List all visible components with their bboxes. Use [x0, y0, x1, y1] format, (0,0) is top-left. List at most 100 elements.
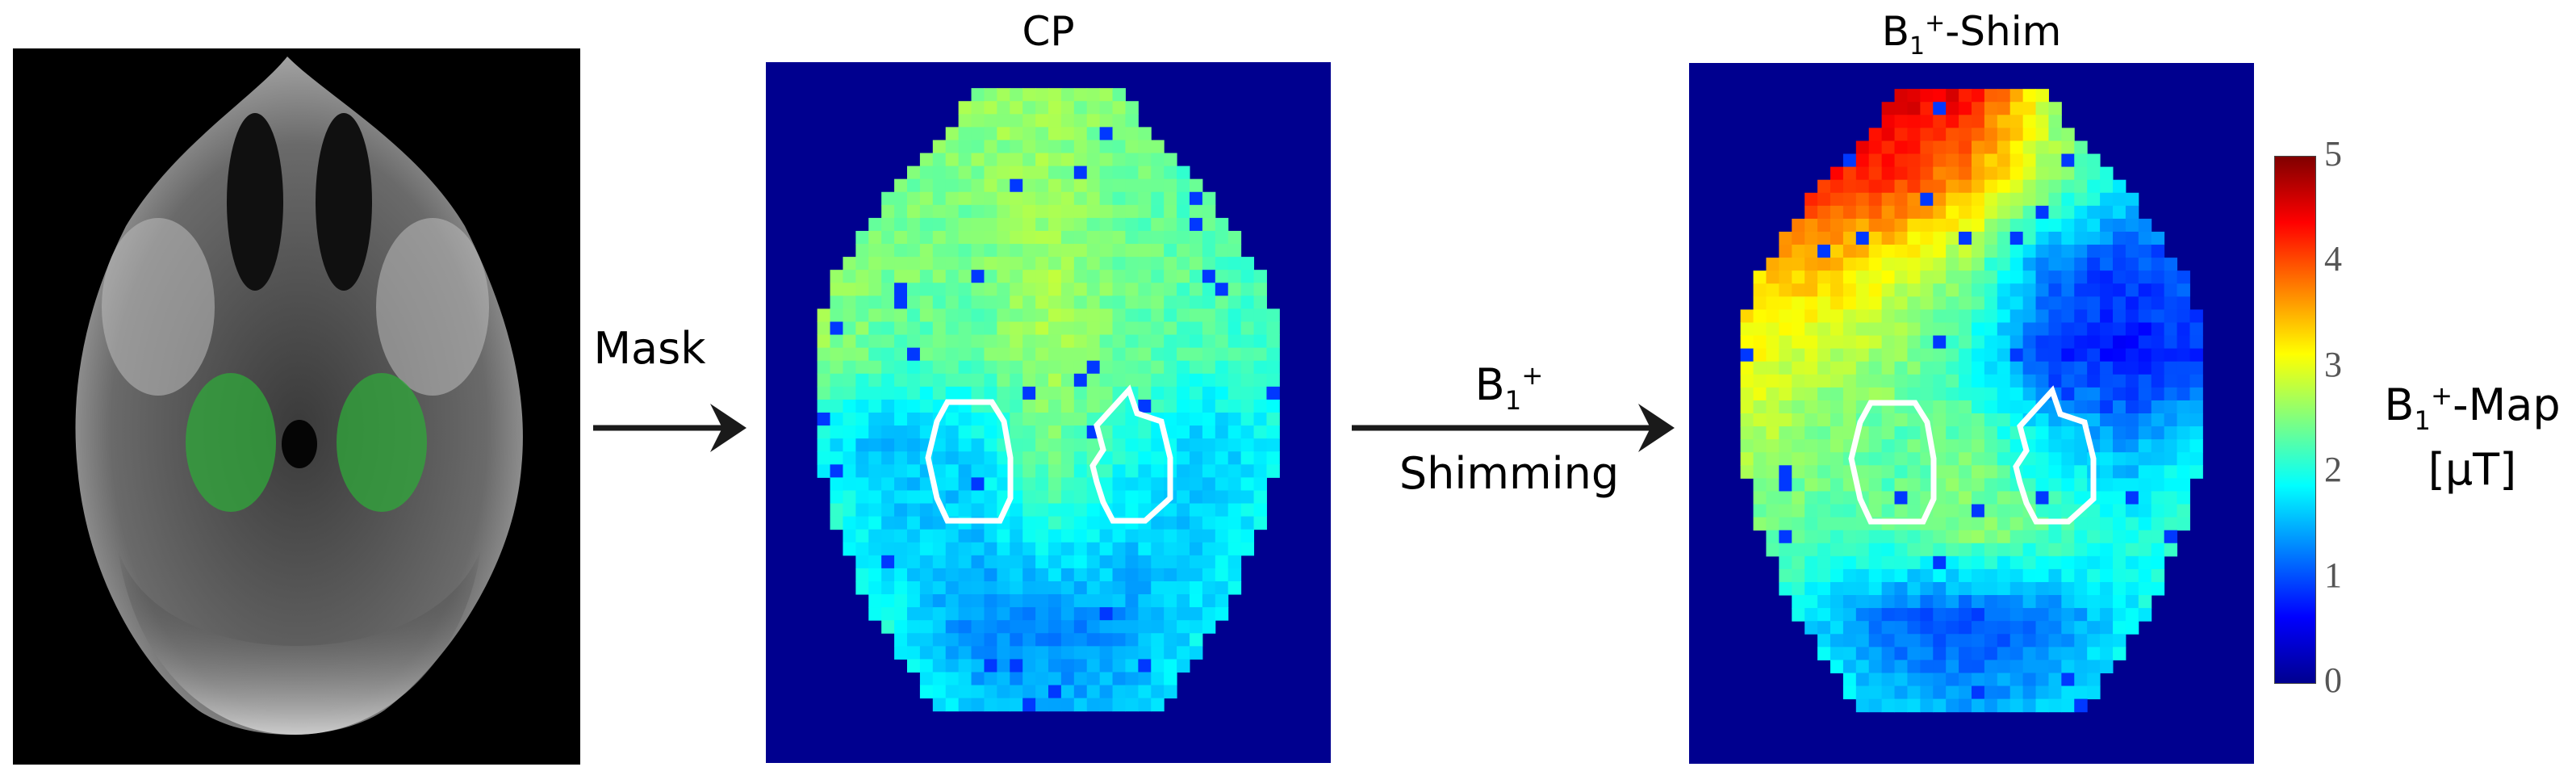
- heatmap-cell: [1073, 166, 1088, 180]
- heatmap-cell: [1048, 283, 1062, 296]
- heatmap-cell: [2138, 245, 2152, 258]
- heatmap-cell: [1266, 334, 1280, 349]
- heatmap-cell: [2100, 581, 2114, 596]
- heatmap-cell: [1817, 608, 1831, 622]
- heatmap-cell: [1266, 360, 1280, 375]
- heatmap-cell: [1984, 361, 1998, 375]
- heatmap-cell: [1984, 374, 1998, 388]
- heatmap-cell: [2113, 621, 2126, 635]
- heatmap-cell: [1855, 245, 1870, 258]
- heatmap-cell: [1035, 140, 1049, 154]
- heatmap-cell: [2113, 608, 2126, 622]
- heatmap-cell: [1240, 503, 1255, 518]
- heatmap-cell: [881, 451, 895, 465]
- heatmap-cell: [1792, 517, 1805, 531]
- heatmap-cell: [1855, 335, 1870, 350]
- heatmap-cell: [1868, 387, 1883, 401]
- heatmap-cell: [868, 257, 882, 270]
- heatmap-cell: [1099, 373, 1114, 388]
- heatmap-cell: [1112, 373, 1126, 388]
- heatmap-cell: [1086, 646, 1101, 660]
- heatmap-cell: [1868, 491, 1883, 505]
- heatmap-cell: [2100, 595, 2114, 609]
- heatmap-cell: [997, 659, 1010, 673]
- heatmap-cell: [843, 451, 856, 465]
- heatmap-cell: [958, 166, 972, 180]
- heatmap-cell: [843, 321, 856, 336]
- heatmap-cell: [1177, 321, 1190, 336]
- heatmap-cell: [1112, 204, 1126, 219]
- heatmap-cell: [1842, 426, 1857, 440]
- heatmap-cell: [1010, 88, 1023, 102]
- heatmap-cell: [2164, 400, 2178, 414]
- heatmap-cell: [1151, 672, 1165, 686]
- heatmap-cell: [1073, 685, 1088, 699]
- heatmap-cell: [2048, 335, 2062, 350]
- heatmap-cell: [1060, 244, 1075, 258]
- heatmap-cell: [1112, 659, 1126, 673]
- heatmap-cell: [907, 360, 921, 375]
- heatmap-cell: [932, 153, 947, 167]
- heatmap-cell: [1240, 529, 1255, 543]
- heatmap-cell: [1086, 321, 1101, 336]
- heatmap-cell: [1894, 374, 1908, 388]
- heatmap-cell: [984, 153, 997, 167]
- heatmap-cell: [894, 438, 908, 452]
- heatmap-cell: [958, 204, 972, 219]
- heatmap-cell: [1266, 438, 1280, 452]
- heatmap-cell: [2022, 335, 2037, 350]
- heatmap-cell: [2113, 218, 2126, 233]
- heatmap-cell: [2113, 179, 2126, 194]
- heatmap-cell: [1151, 580, 1165, 595]
- colorbar: [2274, 156, 2316, 684]
- heatmap-cell: [1010, 413, 1023, 426]
- heatmap-cell: [932, 373, 947, 388]
- heatmap-cell: [1035, 127, 1049, 140]
- heatmap-cell: [1894, 270, 1908, 284]
- heatmap-cell: [2035, 348, 2049, 363]
- heatmap-cell: [1855, 685, 1870, 700]
- heatmap-cell: [2061, 258, 2075, 271]
- heatmap-cell: [2009, 581, 2024, 596]
- heatmap-cell: [984, 594, 997, 608]
- heatmap-cell: [958, 568, 972, 582]
- heatmap-cell: [1946, 413, 1959, 427]
- heatmap-cell: [1035, 295, 1049, 309]
- heatmap-cell: [1855, 595, 1870, 609]
- heatmap-cell: [1972, 153, 1985, 168]
- heatmap-cell: [1753, 465, 1767, 479]
- heatmap-cell: [2100, 348, 2114, 363]
- heatmap-cell: [1997, 192, 2011, 207]
- mask-arrow: [593, 404, 746, 452]
- heatmap-cell: [894, 594, 908, 608]
- heatmap-cell: [1946, 581, 1959, 596]
- heatmap-cell: [997, 672, 1010, 686]
- heatmap-cell: [1881, 348, 1896, 363]
- heatmap-cell: [1125, 270, 1139, 283]
- heatmap-cell: [1227, 270, 1242, 283]
- heatmap-cell: [2074, 634, 2088, 648]
- heatmap-cell: [2074, 374, 2088, 388]
- heatmap-cell: [1920, 322, 1934, 337]
- heatmap-cell: [945, 386, 960, 400]
- heatmap-cell: [919, 580, 934, 595]
- heatmap-cell: [1997, 647, 2011, 660]
- heatmap-cell: [855, 334, 869, 349]
- heatmap-cell: [1060, 114, 1075, 128]
- heatmap-cell: [830, 516, 843, 530]
- heatmap-cell: [958, 438, 972, 452]
- heatmap-cell: [1842, 179, 1857, 194]
- heatmap-cell: [971, 542, 985, 556]
- heatmap-cell: [1792, 568, 1805, 583]
- heatmap-cell: [2100, 608, 2114, 622]
- heatmap-cell: [1202, 451, 1216, 465]
- heatmap-cell: [1766, 465, 1779, 479]
- heatmap-cell: [984, 542, 997, 556]
- heatmap-cell: [1894, 218, 1908, 233]
- heatmap-cell: [1779, 426, 1792, 440]
- heatmap-cell: [1881, 283, 1896, 297]
- heatmap-cell: [1830, 595, 1844, 609]
- heatmap-cell: [1946, 231, 1959, 245]
- heatmap-cell: [971, 503, 985, 518]
- heatmap-cell: [919, 283, 934, 296]
